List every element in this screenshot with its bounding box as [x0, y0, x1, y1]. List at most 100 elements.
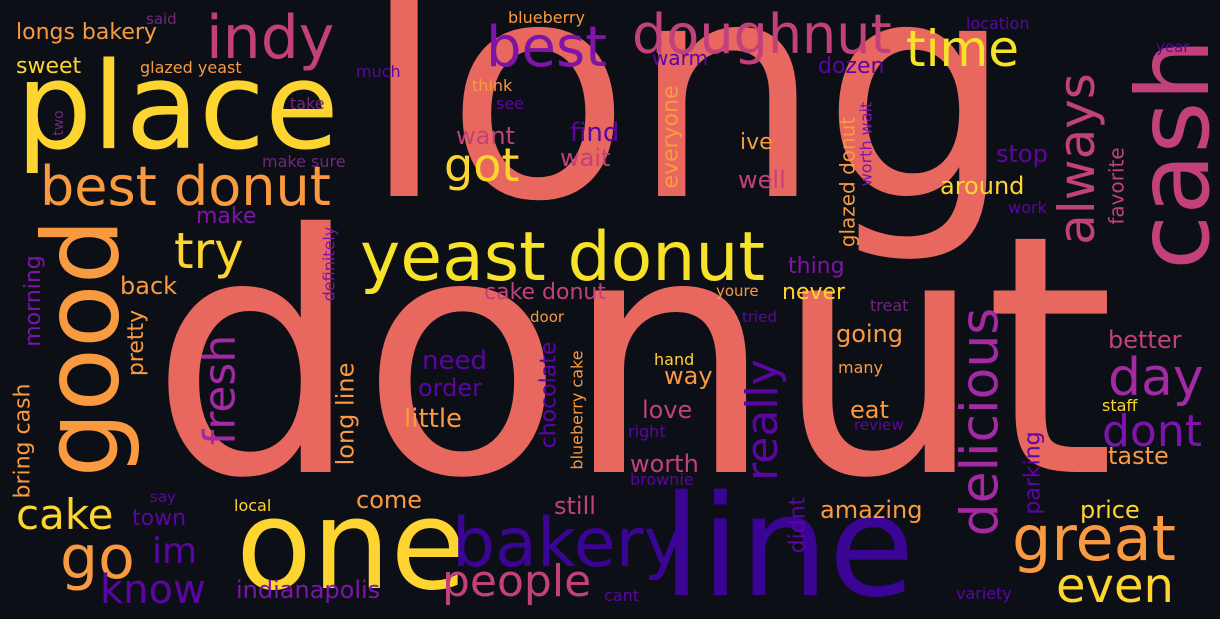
word-way: way — [664, 362, 713, 390]
word-delicious: delicious — [950, 307, 1011, 537]
word-door: door — [530, 308, 565, 326]
word-day: day — [1108, 348, 1204, 408]
word-thing: thing — [788, 254, 845, 279]
word-blueberry-cake: blueberry cake — [567, 350, 587, 470]
word-cash: cash — [1114, 38, 1220, 270]
word-many: many — [838, 358, 883, 377]
word-dont: dont — [1102, 406, 1202, 457]
word-time: time — [906, 20, 1019, 78]
word-make: make — [196, 204, 257, 229]
word-going: going — [836, 320, 904, 348]
word-right: right — [628, 422, 666, 441]
word-chocolate: chocolate — [536, 341, 562, 449]
word-still: still — [554, 492, 596, 520]
word-better: better — [1108, 326, 1182, 354]
word-bakery: bakery — [452, 504, 684, 583]
word-favorite: favorite — [1104, 147, 1129, 225]
word-longs-bakery: longs bakery — [16, 20, 157, 45]
word-long: long — [362, 0, 1014, 268]
word-indianapolis: indianapolis — [236, 576, 381, 604]
word-order: order — [418, 374, 482, 402]
word-around: around — [940, 172, 1025, 200]
word-im: im — [152, 531, 198, 572]
word-town: town — [132, 506, 187, 531]
word-best: best — [486, 15, 608, 80]
word-said: said — [146, 10, 177, 28]
word-brownie: brownie — [630, 470, 694, 489]
word-best-donut: best donut — [40, 155, 331, 218]
word-cant: cant — [604, 586, 640, 605]
word-youre: youre — [716, 282, 759, 300]
word-think: think — [472, 76, 513, 95]
word-never: never — [782, 280, 846, 305]
word-blueberry: blueberry — [508, 8, 585, 27]
word-sweet: sweet — [16, 54, 82, 79]
word-go: go — [60, 523, 135, 593]
word-eat: eat — [850, 396, 889, 424]
word-back: back — [120, 272, 178, 300]
word-see: see — [496, 94, 525, 113]
word-make-sure: make sure — [262, 152, 346, 171]
word-yeast-donut: yeast donut — [360, 218, 766, 297]
word-taste: taste — [1108, 442, 1169, 470]
word-much: much — [356, 62, 401, 81]
word-glazed-yeast: glazed yeast — [140, 58, 242, 77]
word-long-line: long line — [331, 362, 360, 466]
word-treat: treat — [870, 296, 909, 315]
word-cake: cake — [16, 490, 114, 539]
word-little: little — [404, 404, 463, 434]
word-even: even — [1056, 558, 1174, 614]
word-people: people — [442, 556, 592, 607]
word-take: take — [290, 94, 325, 113]
word-want: want — [456, 122, 515, 150]
word-doughnut: doughnut — [632, 3, 892, 66]
word-fresh: fresh — [194, 334, 246, 446]
word-try: try — [174, 222, 244, 280]
word-price: price — [1080, 496, 1140, 524]
word-ive: ive — [740, 130, 773, 155]
word-really: really — [736, 359, 788, 481]
word-always: always — [1047, 73, 1106, 245]
word-worth: worth — [630, 450, 699, 478]
word-variety: variety — [956, 584, 1012, 603]
word-wait: wait — [560, 144, 611, 172]
word-staff: staff — [1102, 396, 1138, 415]
word-love: love — [642, 396, 693, 424]
word-indy: indy — [206, 3, 335, 73]
word-need: need — [422, 346, 487, 376]
word-amazing: amazing — [820, 496, 923, 524]
word-didnt: didnt — [785, 496, 811, 554]
word-dozen: dozen — [818, 54, 885, 79]
word-line: line — [662, 466, 915, 619]
word-work: work — [1008, 198, 1047, 217]
word-place: place — [16, 38, 339, 177]
word-find: find — [570, 118, 620, 148]
word-well: well — [738, 166, 786, 194]
word-great: great — [1012, 502, 1176, 575]
word-glazed-donut: glazed donut — [835, 116, 860, 248]
word-tried: tried — [742, 308, 777, 326]
word-everyone: everyone — [658, 85, 684, 189]
word-cake-donut: cake donut — [484, 280, 606, 305]
word-local: local — [234, 496, 272, 515]
word-know: know — [100, 567, 206, 613]
word-hand: hand — [654, 350, 695, 369]
word-got: got — [444, 138, 520, 192]
word-stop: stop — [996, 140, 1048, 168]
word-warm: warm — [652, 46, 708, 70]
word-donut: donut — [150, 165, 1115, 551]
word-two: two — [50, 110, 67, 136]
word-definitely: definitely — [319, 226, 339, 302]
word-worth-wait: worth wait — [856, 101, 876, 187]
word-morning: morning — [20, 255, 46, 347]
word-pretty: pretty — [124, 309, 150, 377]
word-one: one — [236, 474, 467, 618]
word-come: come — [356, 486, 423, 514]
word-parking: parking — [1020, 431, 1046, 515]
word-review: review — [854, 416, 904, 434]
word-year: year — [1156, 38, 1190, 56]
word-say: say — [150, 488, 176, 506]
word-bring-cash: bring cash — [10, 383, 36, 499]
word-location: location — [966, 14, 1030, 33]
